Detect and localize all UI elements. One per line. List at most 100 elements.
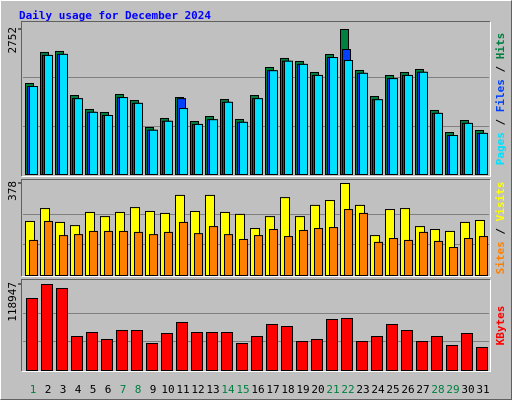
bar (314, 228, 323, 277)
x-tick-label: 19 (296, 383, 309, 396)
x-tick-label: 28 (431, 383, 444, 396)
bar (56, 288, 68, 372)
bar (326, 318, 338, 371)
bar (29, 239, 38, 276)
x-tick-label: 16 (251, 383, 264, 396)
legend: KBytes (494, 306, 507, 346)
panel-bevel (21, 21, 491, 177)
x-tick-label: 25 (386, 383, 399, 396)
bar (419, 71, 428, 175)
y-tick-label: 378 (6, 181, 19, 201)
legend-entry: Pages (494, 132, 507, 165)
bar (206, 331, 218, 371)
legend-separator: / (494, 59, 507, 79)
x-tick-label: 24 (371, 383, 385, 396)
x-tick-label: 11 (176, 383, 189, 396)
bar (401, 330, 413, 371)
bar (344, 59, 353, 176)
x-tick-label: 31 (476, 383, 489, 396)
bar (296, 341, 308, 372)
bar (236, 342, 248, 372)
bar (311, 339, 323, 372)
bar (434, 240, 443, 276)
bar (164, 231, 173, 277)
bar (104, 114, 113, 175)
legend-entry: Files (494, 79, 507, 112)
x-tick-label: 1 (30, 383, 37, 396)
legend-entry: Hits (494, 33, 507, 60)
bar (266, 323, 278, 372)
bar (131, 330, 143, 371)
x-tick-label: 8 (135, 383, 142, 396)
bar (224, 234, 233, 277)
bar (164, 120, 173, 175)
bar (374, 99, 383, 175)
x-tick-label: 4 (75, 383, 82, 396)
bar (329, 57, 338, 175)
legend: Sites / Visits (494, 182, 507, 275)
bar (479, 236, 488, 276)
panel-bevel (21, 179, 491, 277)
panel-bevel (21, 179, 491, 277)
bar (269, 70, 278, 175)
x-tick-label: 27 (416, 383, 429, 396)
chart-title: Daily usage for December 2024 (19, 9, 211, 22)
x-tick-label: 9 (150, 383, 157, 396)
bar (71, 336, 83, 371)
bar (461, 332, 473, 371)
bar (449, 247, 458, 277)
x-tick-label: 26 (401, 383, 414, 396)
x-tick-label: 18 (281, 383, 294, 396)
bar (449, 135, 458, 176)
bar (149, 129, 158, 175)
x-tick-label: 7 (120, 383, 127, 396)
bar (419, 231, 428, 277)
bar (194, 123, 203, 175)
x-tick-label: 29 (446, 383, 459, 396)
x-tick-label: 21 (326, 383, 339, 396)
bar (116, 330, 128, 371)
bar (329, 227, 338, 277)
bar (371, 336, 383, 371)
legend-entry: Visits (494, 182, 507, 222)
y-tick-label: 118947 (6, 282, 19, 322)
bar (359, 72, 368, 175)
bar (146, 342, 158, 372)
bar (59, 235, 68, 276)
legend: Pages / Files / Hits (494, 33, 507, 166)
bar (44, 220, 53, 276)
bar (431, 336, 443, 371)
bar (416, 341, 428, 372)
bar (476, 346, 488, 372)
bar (479, 132, 488, 176)
legend-separator: / (494, 112, 507, 132)
bar (104, 230, 113, 276)
bar (209, 119, 218, 176)
bar (134, 231, 143, 277)
bar (464, 238, 473, 277)
bar (251, 336, 263, 371)
bar (209, 226, 218, 276)
x-tick-label: 14 (221, 383, 235, 396)
panel-bevel (21, 279, 491, 372)
bar (44, 54, 53, 175)
bar (404, 74, 413, 175)
bar (26, 297, 38, 371)
legend-entry: Sites (494, 241, 507, 274)
bar (221, 331, 233, 371)
x-tick-label: 23 (356, 383, 369, 396)
bar (359, 212, 368, 276)
bar (386, 323, 398, 372)
x-tick-label: 5 (90, 383, 97, 396)
bar (224, 101, 233, 175)
bar (374, 241, 383, 277)
bar (101, 339, 113, 372)
x-tick-label: 2 (45, 383, 52, 396)
x-tick-label: 13 (206, 383, 219, 396)
bar (254, 235, 263, 276)
x-tick-label: 15 (236, 383, 249, 396)
bar (149, 234, 158, 277)
